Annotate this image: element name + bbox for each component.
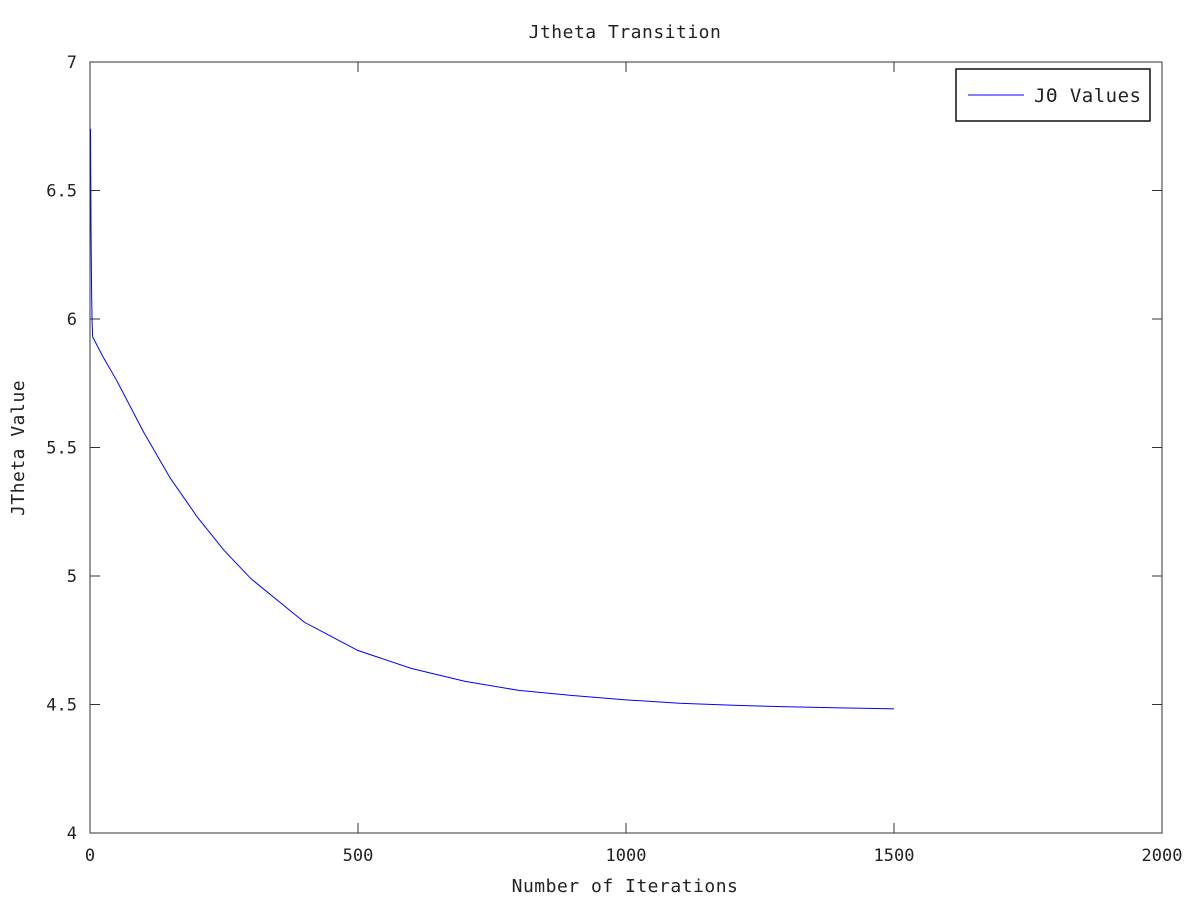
y-axis-label: JTheta Value: [8, 380, 29, 516]
y-tick-label: 7: [67, 53, 77, 73]
legend-entry-label: JΘ Values: [1034, 85, 1141, 107]
chart-title: Jtheta Transition: [529, 22, 722, 43]
x-tick-label: 0: [85, 846, 95, 866]
x-tick-label: 1500: [874, 846, 915, 866]
x-axis-label: Number of Iterations: [512, 876, 739, 897]
x-tick-label: 2000: [1142, 846, 1183, 866]
y-tick-label: 4.5: [46, 696, 77, 716]
y-tick-label: 6: [67, 310, 77, 330]
x-tick-label: 500: [343, 846, 374, 866]
plot-area: [89, 61, 1163, 834]
y-tick-label: 4: [67, 824, 77, 844]
axis-ticks: 0 500 1000 1500 2000 4 4.5 5 5.5 6 6.5 7: [46, 53, 1182, 866]
y-tick-label: 6.5: [46, 182, 77, 202]
legend: JΘ Values: [955, 68, 1151, 122]
y-tick-label: 5: [67, 567, 77, 587]
y-tick-label: 5.5: [46, 439, 77, 459]
x-tick-label: 1000: [606, 846, 647, 866]
series-line: [90, 128, 895, 710]
series-group: [90, 128, 895, 710]
